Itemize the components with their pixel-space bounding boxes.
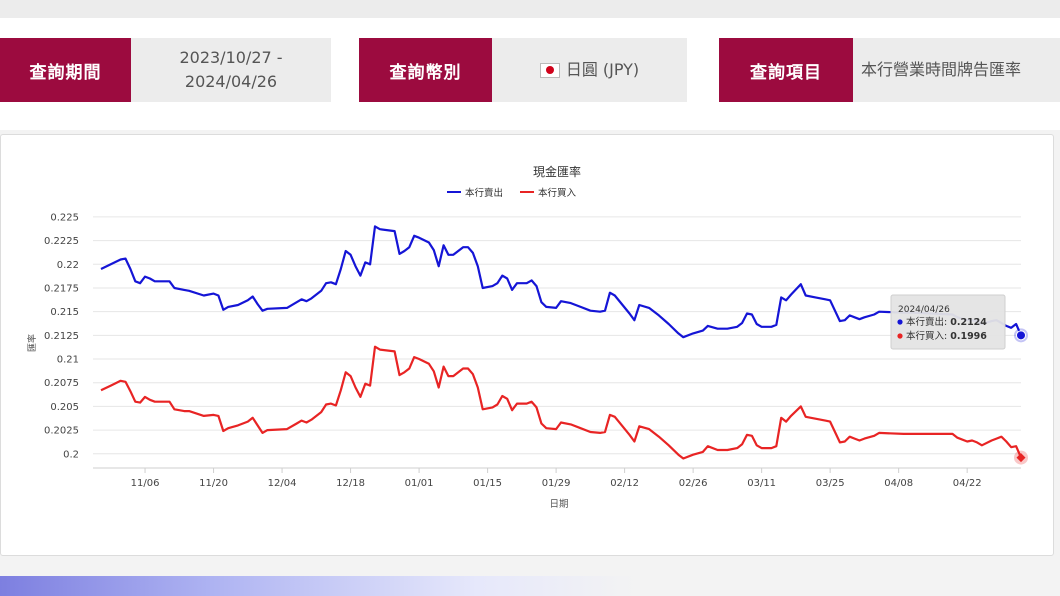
legend-buy-label: 本行買入 [538,187,577,199]
x-axis-ticks: 11/06 11/20 12/04 12/18 01/01 01/15 01/29 02/12… [131,468,982,489]
x-tick-label: 11/20 [199,478,228,489]
series-line-buy[interactable] [100,345,1023,460]
tooltip-buy-label: 本行買入: [906,330,950,342]
y-tick-label: 0.22 [57,260,79,271]
plot-area [100,225,1028,465]
tooltip-buy-value: 0.1996 [950,331,987,342]
currency-value[interactable]: 日圓 (JPY) [492,38,687,102]
tooltip-sell-label: 本行賣出: [906,316,950,328]
x-tick-label: 04/22 [953,478,982,489]
y-axis-label: 匯率 [26,334,38,352]
hover-point-sell[interactable] [1016,330,1026,341]
tooltip-sell-dot [897,319,903,325]
tooltip-buy-dot [897,333,903,339]
x-axis-label: 日期 [549,499,568,510]
y-tick-label: 0.21 [57,355,79,366]
period-label: 查詢期間 [0,38,131,102]
x-tick-label: 03/25 [816,478,845,489]
y-tick-label: 0.2175 [44,283,79,294]
x-tick-label: 03/11 [747,478,776,489]
x-tick-label: 11/06 [131,478,160,489]
x-tick-label: 01/29 [542,478,571,489]
legend-sell-label: 本行賣出 [465,187,503,199]
exchange-rate-chart: 0.2250.22250.220.21750.2150.21250.210.20… [26,164,1028,510]
y-tick-label: 0.2225 [44,236,79,247]
tooltip-buy-row: 本行買入: 0.1996 [906,330,987,342]
tooltip-box [890,294,1006,350]
series-line-sell[interactable] [100,225,1023,339]
y-axis-ticks: 0.2250.22250.220.21750.2150.21250.210.20… [44,212,79,460]
x-tick-label: 12/04 [268,478,297,489]
currency-text: 日圓 (JPY) [565,60,640,79]
chart-title: 現金匯率 [533,164,581,179]
x-tick-label: 02/12 [610,478,639,489]
legend-item-buy[interactable]: 本行買入 [520,187,577,199]
period-end: 2024/04/26 [184,72,278,91]
x-tick-label: 01/01 [405,478,434,489]
chart-card: 0.225 0.2225 0.22 0.2175 0.215 0.2125 0.21 0.20… [0,134,1054,556]
currency-label: 查詢幣別 [359,38,492,102]
item-label: 查詢項目 [719,38,853,102]
y-tick-label: 0.215 [50,307,79,318]
x-tick-label: 12/18 [336,478,365,489]
grid-lines [93,216,1021,469]
japan-flag-icon [539,62,560,78]
x-tick-label: 04/08 [884,478,913,489]
x-tick-label: 01/15 [473,478,502,489]
tooltip: 2024/04/26 本行賣出: 0.2124 本行買入: 0.1996 [890,294,1006,350]
period-filter: 查詢期間 2023/10/27 - 2024/04/26 [0,38,331,102]
tooltip-sell-row: 本行賣出: 0.2124 [906,316,987,328]
currency-filter: 查詢幣別 日圓 (JPY) [359,38,687,102]
y-tick-label: 0.2075 [44,378,79,389]
tooltip-date: 2024/04/26 [898,305,950,315]
top-strip [0,0,1060,18]
hover-point-buy[interactable] [1016,453,1026,463]
y-tick-label: 0.2025 [44,426,79,437]
item-text: 本行營業時間牌告匯率 [861,60,1022,79]
period-value[interactable]: 2023/10/27 - 2024/04/26 [131,38,331,102]
y-tick-label: 0.2125 [44,331,79,342]
y-tick-label: 0.205 [50,402,79,413]
x-tick-label: 02/26 [679,478,708,489]
item-value[interactable]: 本行營業時間牌告匯率 [853,38,1060,102]
legend-item-sell[interactable]: 本行賣出 [447,187,503,199]
y-tick-label: 0.225 [50,212,79,223]
legend: 本行賣出 本行買入 [447,187,577,199]
bottom-banner [0,576,1060,596]
y-tick-label: 0.2 [63,449,79,460]
item-filter: 查詢項目 本行營業時間牌告匯率 [719,38,1060,102]
tooltip-sell-value: 0.2124 [950,317,987,328]
period-start: 2023/10/27 - [179,48,283,67]
